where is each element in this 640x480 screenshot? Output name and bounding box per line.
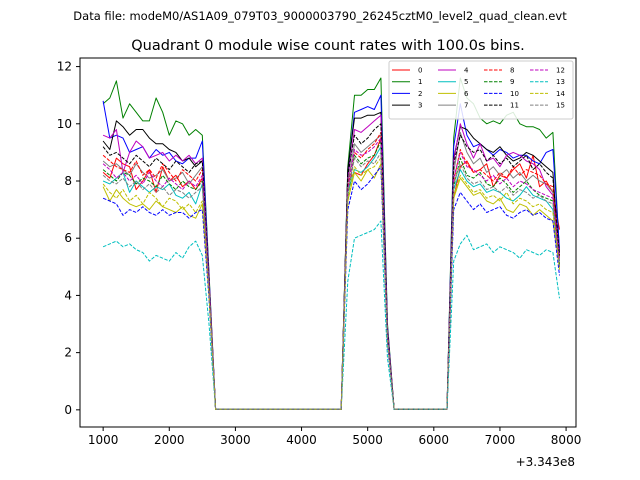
series-line-13 xyxy=(102,220,560,410)
series-line-9 xyxy=(102,140,560,410)
plot-frame xyxy=(79,57,577,428)
legend-label-9: 9 xyxy=(510,78,514,86)
legend-label-13: 13 xyxy=(556,78,565,86)
series-line-10 xyxy=(102,166,560,410)
y-tick-label: 4 xyxy=(64,288,72,302)
legend-label-5: 5 xyxy=(464,78,468,86)
series-line-14 xyxy=(102,157,560,410)
x-tick-label: 6000 xyxy=(419,433,450,447)
legend-label-3: 3 xyxy=(418,102,422,110)
series-layer xyxy=(102,77,560,410)
legend-label-11: 11 xyxy=(510,102,519,110)
series-line-2 xyxy=(102,94,560,410)
legend-label-6: 6 xyxy=(464,90,469,98)
x-tick-label: 1000 xyxy=(88,433,119,447)
y-tick-label: 2 xyxy=(64,346,72,360)
x-tick-label: 5000 xyxy=(352,433,383,447)
x-tick-label: 3000 xyxy=(220,433,251,447)
legend-label-12: 12 xyxy=(556,67,565,75)
series-line-4 xyxy=(102,114,560,410)
x-offset-label: +3.343e8 xyxy=(516,455,575,469)
legend-label-14: 14 xyxy=(556,90,565,98)
legend-label-0: 0 xyxy=(418,67,422,75)
series-line-15 xyxy=(102,151,560,410)
x-axis: 1000 2000 3000 4000 5000 6000 7000 8000 xyxy=(88,427,581,447)
series-line-12 xyxy=(102,137,560,410)
y-axis: 0 2 4 6 8 10 12 xyxy=(57,60,80,417)
legend-label-15: 15 xyxy=(556,102,565,110)
legend-box xyxy=(388,60,574,120)
legend-label-1: 1 xyxy=(418,78,422,86)
legend-label-7: 7 xyxy=(464,102,468,110)
y-tick-label: 0 xyxy=(64,403,72,417)
x-tick-label: 2000 xyxy=(154,433,185,447)
chart-title: Quadrant 0 module wise count rates with … xyxy=(131,38,525,54)
legend-label-4: 4 xyxy=(464,67,469,75)
legend-label-2: 2 xyxy=(418,90,422,98)
y-tick-label: 8 xyxy=(64,174,72,188)
x-tick-label: 8000 xyxy=(551,433,582,447)
y-tick-label: 12 xyxy=(57,60,72,74)
chart-suptitle: Data file: modeM0/AS1A09_079T03_90000037… xyxy=(73,9,567,23)
x-tick-label: 7000 xyxy=(485,433,516,447)
y-tick-label: 10 xyxy=(57,117,72,131)
series-line-8 xyxy=(102,131,560,410)
legend-label-10: 10 xyxy=(510,90,519,98)
x-tick-label: 4000 xyxy=(286,433,317,447)
series-line-11 xyxy=(102,123,560,410)
series-line-6 xyxy=(102,163,560,410)
series-line-1 xyxy=(102,77,560,410)
series-line-7 xyxy=(102,131,560,410)
legend-label-8: 8 xyxy=(510,67,514,75)
y-tick-label: 6 xyxy=(64,231,72,245)
series-line-3 xyxy=(102,111,560,410)
